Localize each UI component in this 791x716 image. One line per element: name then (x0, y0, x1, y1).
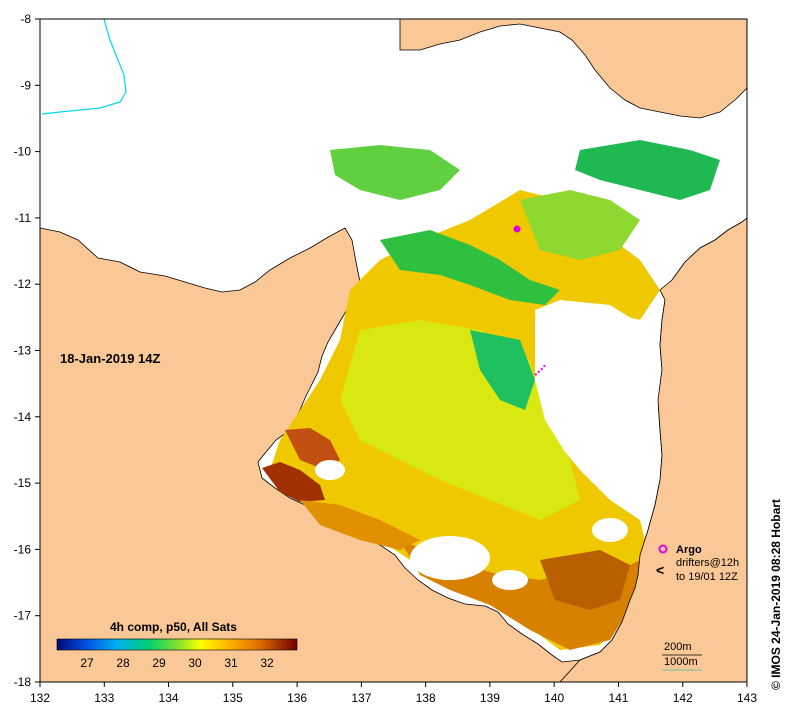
x-tick-label: 132 (30, 691, 50, 705)
colorbar-tick-label: 27 (80, 656, 94, 670)
date-label: 18-Jan-2019 14Z (60, 351, 161, 366)
x-tick-label: 139 (480, 691, 500, 705)
x-tick-label: 138 (416, 691, 436, 705)
land-new-guinea (399, 19, 747, 119)
colorbar-title: 4h comp, p50, All Sats (110, 620, 237, 634)
y-tick-label: -11 (15, 211, 32, 225)
colorbar (56, 638, 298, 651)
colorbar-tick-label: 31 (224, 656, 238, 670)
argo-legend-label: Argo (676, 544, 702, 556)
map-body (40, 19, 747, 682)
sst-swath (262, 140, 720, 650)
y-tick-label: -16 (14, 542, 32, 556)
colorbar-tick-label: 29 (152, 656, 166, 670)
y-tick-label: -18 (14, 675, 32, 689)
drifter-track (534, 363, 547, 376)
colorbar-tick-label: 30 (188, 656, 202, 670)
x-tick-label: 142 (673, 691, 693, 705)
colorbar-tick-label: 32 (260, 656, 274, 670)
x-tick-label: 143 (737, 691, 757, 705)
y-tick-label: -12 (14, 277, 32, 291)
drifter-legend-icon: < (656, 562, 664, 578)
y-tick-label: -10 (14, 145, 32, 159)
credit-text: © IMOS 24-Jan-2019 08:28 Hobart (769, 499, 783, 690)
depth-1000-label: 1000m (664, 656, 698, 668)
depth-200-label: 200m (664, 641, 692, 653)
x-axis-ticks: 132 133 134 135 136 137 138 139 140 141 142 143 (30, 682, 757, 705)
x-tick-label: 141 (608, 691, 628, 705)
y-tick-label: -9 (20, 78, 31, 92)
x-tick-label: 136 (287, 691, 307, 705)
colorbar-ticks: 27 28 29 30 31 32 (80, 656, 274, 670)
x-tick-label: 135 (223, 691, 243, 705)
y-tick-label: -8 (20, 12, 31, 26)
x-tick-label: 140 (544, 691, 564, 705)
drifter-legend-line1: drifters@12h (676, 557, 739, 569)
y-tick-label: -13 (14, 344, 32, 358)
y-tick-label: -15 (14, 476, 32, 490)
argo-float-marker (513, 225, 521, 233)
colorbar-tick-label: 28 (116, 656, 130, 670)
x-tick-label: 134 (159, 691, 179, 705)
x-tick-label: 133 (94, 691, 114, 705)
drifter-legend-line2: to 19/01 12Z (676, 571, 738, 583)
y-tick-label: -17 (14, 609, 32, 623)
x-tick-label: 137 (351, 691, 371, 705)
argo-legend-icon (658, 544, 668, 554)
y-axis-ticks: -8 -9 -10 -11 -12 -13 -14 -15 -16 -17 -18 (14, 12, 40, 689)
y-tick-label: -14 (14, 410, 32, 424)
river (41, 19, 127, 115)
